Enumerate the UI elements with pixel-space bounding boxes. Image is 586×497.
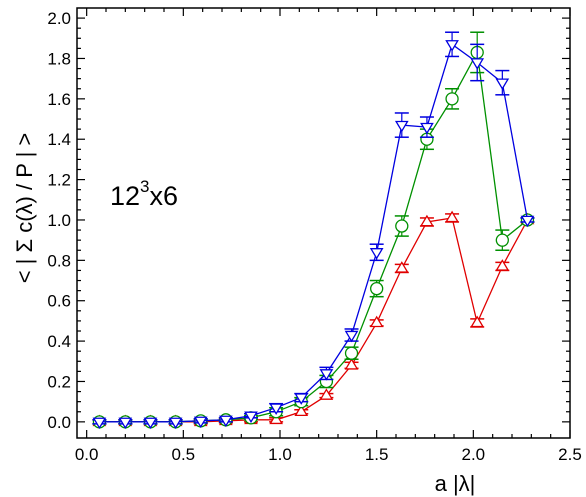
data-point	[344, 358, 359, 370]
annotation-exponent: 3	[140, 177, 149, 196]
data-point	[344, 330, 359, 343]
data-point	[395, 219, 409, 233]
data-point	[470, 58, 485, 70]
y-tick-label: 0.6	[47, 292, 71, 311]
plot-frame	[76, 7, 571, 439]
data-point	[445, 210, 459, 223]
data-point	[495, 233, 509, 247]
x-tick-label: 1.0	[268, 445, 292, 464]
data-point	[92, 417, 107, 430]
y-tick-label: 1.8	[47, 49, 71, 68]
data-point	[168, 417, 183, 430]
lattice-annotation: 123x6	[110, 177, 178, 211]
data-point	[118, 417, 133, 430]
data-point	[369, 248, 384, 260]
y-axis-label: < | Σ c(λ) / P | >	[12, 133, 37, 284]
data-point	[319, 369, 334, 381]
y-tick-label: 2.0	[47, 9, 71, 28]
data-point	[370, 281, 384, 296]
data-point	[319, 388, 334, 400]
annotation-suffix: x6	[150, 181, 179, 211]
x-tick-label: 0.0	[75, 445, 99, 464]
data-point	[420, 214, 434, 227]
series-line	[99, 50, 528, 423]
data-point	[470, 315, 485, 328]
data-point	[394, 120, 409, 133]
series-line	[99, 43, 529, 423]
data-point	[495, 259, 510, 271]
y-tick-label: 1.2	[47, 171, 71, 190]
data-point	[219, 415, 233, 428]
data-point	[193, 416, 208, 429]
data-point	[344, 346, 359, 360]
data-point	[269, 412, 283, 425]
data-point	[420, 122, 434, 135]
y-tick-label: 1.6	[47, 90, 71, 109]
x-tick-label: 2.5	[558, 445, 582, 464]
data-point	[369, 315, 384, 328]
y-tick-label: 1.0	[47, 211, 71, 230]
data-point	[294, 393, 309, 405]
x-tick-label: 1.5	[365, 445, 389, 464]
series-group	[92, 31, 535, 430]
x-tick-label: 0.5	[172, 445, 196, 464]
data-point	[445, 92, 459, 106]
y-tick-label: 1.4	[47, 130, 71, 149]
data-point	[394, 261, 409, 273]
data-point	[495, 78, 510, 90]
data-point	[269, 403, 283, 415]
x-axis-ticks: 0.0 0.5 1.0 1.5 2.0 2.5	[75, 8, 582, 464]
x-tick-label: 2.0	[462, 445, 486, 464]
y-axis-ticks: 0.0 0.2 0.4 0.6 0.8 1.0 1.2 1.4 1.6 1.8 2.0	[47, 9, 570, 432]
data-point	[520, 215, 535, 228]
y-tick-label: 0.2	[47, 372, 71, 391]
y-tick-label: 0.8	[47, 251, 71, 270]
plot-border	[76, 7, 571, 439]
y-tick-label: 0.0	[47, 413, 71, 432]
x-axis-label: a |λ|	[435, 471, 476, 496]
annotation-base: 12	[110, 181, 140, 211]
series-triangle-down	[92, 31, 535, 430]
data-point	[244, 411, 258, 424]
series-circle	[92, 31, 535, 429]
y-tick-label: 0.4	[47, 332, 71, 351]
data-point	[294, 404, 309, 417]
data-point	[445, 40, 459, 52]
series-triangle-up	[92, 210, 535, 427]
data-point	[143, 417, 158, 430]
